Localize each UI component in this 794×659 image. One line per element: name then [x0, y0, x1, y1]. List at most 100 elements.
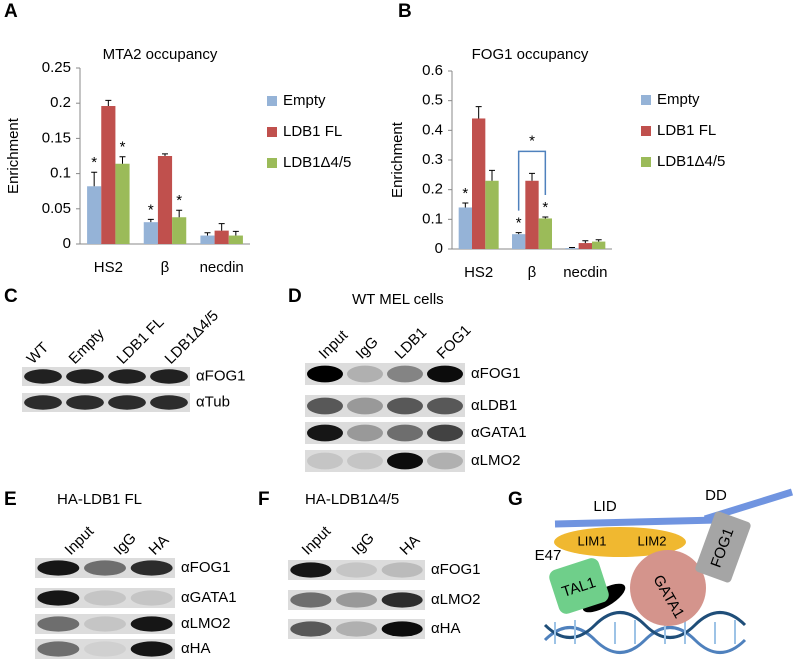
blot-strip — [305, 395, 465, 417]
bar — [525, 180, 539, 249]
antibody-label: αGATA1 — [471, 424, 527, 441]
error-bar — [119, 156, 126, 164]
panel-letter: F — [258, 489, 270, 510]
blot-band — [427, 424, 463, 442]
blot-band — [150, 369, 188, 384]
error-bar — [569, 247, 575, 249]
lane-label: LDB1 — [392, 324, 431, 363]
legend-label: LDB1 FL — [283, 123, 342, 140]
significance-mark: * — [176, 192, 182, 209]
panel-letter: B — [398, 1, 412, 22]
bar — [172, 217, 187, 244]
antibody-label: αLMO2 — [431, 591, 481, 608]
significance-mark: * — [148, 201, 154, 218]
lane-label: IgG — [349, 530, 378, 559]
blot-band — [387, 397, 423, 415]
y-tick-label: 0.2 — [50, 94, 71, 111]
bar — [115, 163, 130, 244]
blot-band — [427, 365, 463, 383]
x-tick-label: necdin — [563, 264, 607, 281]
lid-label: LID — [593, 498, 617, 515]
bar — [592, 241, 606, 249]
blot-band — [66, 395, 104, 410]
lane-label: HA — [397, 532, 424, 559]
legend-label: LDB1 FL — [657, 122, 716, 139]
blot-band — [84, 560, 126, 576]
bracket-label: * — [529, 132, 535, 149]
gata1-shape — [630, 550, 706, 626]
significance-mark: * — [91, 154, 97, 171]
blot-band — [108, 395, 146, 410]
blot-strip — [22, 367, 190, 386]
blot-strip — [305, 363, 465, 385]
blot-band — [347, 397, 383, 415]
error-bar — [105, 99, 112, 107]
significance-mark: * — [516, 215, 522, 232]
panel-letter: G — [508, 489, 523, 510]
blot-band — [84, 616, 126, 632]
lane-label: HA — [146, 532, 173, 559]
blot-band — [290, 621, 332, 637]
blot-band — [150, 395, 188, 410]
lid-bar — [554, 516, 719, 528]
antibody-label: αHA — [431, 620, 461, 637]
blot-band — [381, 592, 423, 608]
bar — [200, 235, 215, 244]
y-tick-label: 0.15 — [42, 129, 71, 146]
blot-band — [387, 424, 423, 442]
blot-band — [381, 621, 423, 637]
error-bar — [475, 106, 482, 119]
significance-mark: * — [120, 139, 126, 156]
significance-mark: * — [542, 199, 548, 216]
lane-label: Input — [299, 522, 335, 558]
y-tick-label: 0.2 — [422, 181, 443, 198]
blot-band — [290, 592, 332, 608]
legend-swatch — [641, 126, 651, 136]
panel-letter: D — [288, 286, 302, 307]
legend-swatch — [641, 157, 651, 167]
bar — [578, 243, 592, 249]
significance-mark: * — [462, 185, 468, 202]
blot-strip — [305, 422, 465, 444]
legend-swatch — [267, 96, 277, 106]
panel-letter: E — [4, 489, 17, 510]
blot-band — [130, 616, 173, 632]
legend-label: Empty — [283, 92, 326, 109]
bar — [458, 207, 472, 249]
blot-band — [37, 590, 80, 606]
blot-band — [387, 452, 423, 470]
y-axis-label: Enrichment — [389, 121, 406, 198]
lane-label: LDB1Δ4/5 — [162, 307, 222, 367]
e47-label: E47 — [535, 547, 562, 564]
error-bar — [162, 153, 168, 156]
antibody-label: αFOG1 — [471, 365, 521, 382]
blot-band — [24, 369, 62, 384]
bar — [565, 248, 579, 249]
antibody-label: αLDB1 — [471, 397, 517, 414]
blot-band — [290, 562, 332, 578]
blot-title: HA-LDB1Δ4/5 — [305, 491, 399, 508]
legend-swatch — [641, 95, 651, 105]
x-tick-label: necdin — [200, 259, 244, 276]
x-tick-label: β — [528, 264, 537, 281]
lane-label: Empty — [66, 325, 108, 367]
panel-letter: C — [4, 286, 18, 307]
y-tick-label: 0.5 — [422, 92, 443, 109]
bar — [87, 186, 102, 244]
fog1-shape — [695, 511, 751, 583]
error-bar — [232, 230, 239, 236]
legend-label: LDB1Δ4/5 — [283, 154, 351, 171]
y-tick-label: 0 — [63, 235, 71, 252]
y-tick-label: 0.1 — [50, 165, 71, 182]
error-bar — [582, 240, 589, 244]
lane-label: Input — [316, 326, 352, 362]
y-tick-label: 0.05 — [42, 200, 71, 217]
legend-swatch — [267, 127, 277, 137]
y-tick-label: 0.3 — [422, 151, 443, 168]
lane-label: FOG1 — [434, 322, 475, 363]
blot-band — [347, 365, 383, 383]
bar — [143, 222, 158, 244]
blot-band — [347, 424, 383, 442]
bar — [228, 235, 243, 244]
blot-strip — [22, 393, 190, 412]
